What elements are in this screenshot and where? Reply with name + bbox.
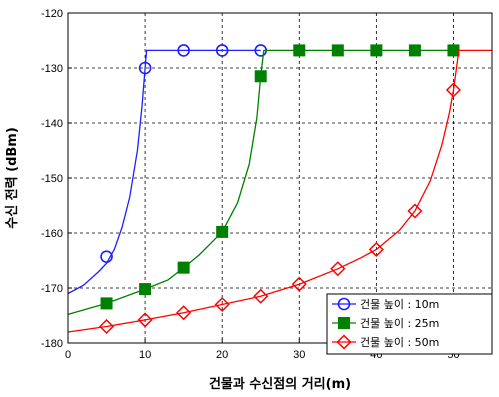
y-tick-label: -140 — [41, 118, 63, 130]
legend-item: 건물 높이 : 10m — [332, 297, 439, 311]
x-tick-label: 30 — [293, 349, 305, 361]
data-point — [447, 44, 460, 57]
series-3 — [67, 49, 492, 335]
x-tick-label: 0 — [65, 349, 71, 361]
data-point — [445, 82, 462, 98]
series-layer — [67, 44, 492, 335]
data-point — [177, 261, 190, 274]
data-point — [100, 250, 113, 263]
legend-label: 건물 높이 : 25m — [360, 317, 439, 330]
series-line — [67, 49, 261, 295]
y-tick-label: -180 — [41, 338, 63, 350]
data-point — [100, 297, 113, 310]
y-tick-label: -150 — [41, 173, 63, 185]
legend-marker — [337, 297, 351, 311]
legend-item: 건물 높이 : 25m — [332, 317, 439, 330]
data-point — [216, 225, 229, 238]
data-point — [98, 318, 115, 335]
data-point — [214, 296, 230, 313]
data-point — [177, 44, 190, 57]
y-tick-label: -130 — [41, 63, 63, 75]
data-point — [293, 44, 306, 57]
legend-marker — [336, 334, 352, 350]
data-point — [176, 305, 192, 321]
data-point — [368, 241, 384, 258]
series-line — [67, 49, 492, 333]
data-point — [254, 70, 267, 83]
x-tick-label: 20 — [216, 349, 228, 361]
y-tick-label: -120 — [41, 8, 63, 20]
series-1 — [67, 44, 268, 295]
x-axis-label: 건물과 수신점의 거리(m) — [209, 376, 351, 392]
data-point — [330, 261, 346, 277]
data-point — [407, 203, 423, 219]
data-point — [291, 276, 307, 292]
data-point — [331, 44, 344, 57]
legend-label: 건물 높이 : 50m — [360, 336, 439, 349]
legend-label: 건물 높이 : 10m — [360, 298, 439, 311]
data-point — [139, 283, 152, 296]
data-point — [253, 288, 269, 304]
y-axis-label: 수신 전력 (dBm) — [4, 127, 20, 229]
tick-labels: 0 10 20 30 40 50-180-170-160-150-140-130-120 — [41, 8, 460, 361]
data-point — [138, 61, 152, 75]
data-point — [137, 312, 153, 328]
data-point — [408, 44, 421, 57]
legend-marker — [338, 317, 350, 329]
legend-item: 건물 높이 : 50m — [332, 334, 439, 350]
y-tick-label: -160 — [41, 228, 63, 240]
series-2 — [67, 44, 460, 316]
data-point — [370, 44, 383, 57]
x-tick-label: 10 — [139, 349, 151, 361]
legend: 건물 높이 : 10m 건물 높이 : 25m 건물 높이 : 50m — [326, 293, 493, 355]
y-tick-label: -170 — [41, 283, 63, 295]
data-point — [215, 44, 229, 57]
